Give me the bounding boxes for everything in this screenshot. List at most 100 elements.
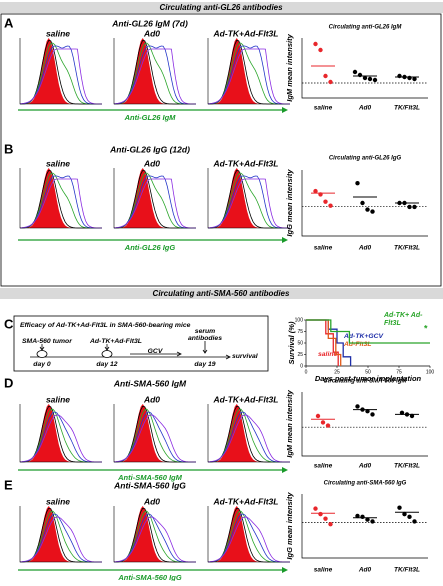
histogram-fill [208, 404, 290, 462]
y-axis-label: IgM mean intensity [285, 389, 294, 457]
legend-label: Ad-Flt3L [343, 341, 372, 348]
x-tick-label: TK/Flt3L [394, 567, 420, 574]
diagram-shapes [30, 341, 231, 360]
dot [397, 200, 402, 206]
x-tick-label: 50 [365, 369, 371, 375]
diagram-title: Efficacy of Ad-TK+Ad-Flt3L in SMA-560-be… [20, 322, 191, 329]
x-axis-label: Anti-GL26 IgG [124, 243, 176, 252]
panel-label: B [4, 141, 13, 156]
diagram-text: serum [195, 328, 215, 335]
histogram-fill [114, 506, 196, 562]
diagram-text: day 0 [33, 361, 51, 368]
dot [370, 412, 375, 417]
dot [328, 203, 333, 208]
x-axis-label: Anti-SMA-560 IgG [117, 573, 182, 581]
dot [370, 519, 375, 524]
plot-title: Circulating anti-GL26 IgG [329, 156, 402, 162]
dot [402, 200, 407, 206]
histogram-curve [113, 178, 196, 229]
dot [412, 76, 417, 82]
survival-line [306, 319, 430, 344]
header-bar [0, 2, 443, 13]
histogram-axes [207, 506, 290, 563]
group-label: saline [46, 496, 70, 506]
dot [370, 209, 375, 214]
dot [404, 412, 410, 417]
y-tick-label: 25 [297, 352, 303, 358]
y-axis-label: IgG mean intensity [285, 169, 294, 237]
dot [328, 521, 333, 527]
x-tick-label: 0 [305, 369, 308, 375]
panel-title: Anti-GL26 IgM (7d) [111, 18, 188, 28]
group-label: Ad-TK+Ad-Flt3L [213, 158, 279, 168]
dot [355, 404, 360, 409]
survival-line [306, 319, 339, 366]
histogram-curve [19, 414, 102, 463]
histogram-fill [208, 506, 290, 562]
diagram-box [13, 315, 269, 372]
panel-label: A [4, 15, 14, 30]
histogram-axes [113, 404, 196, 463]
x-tick-label: Ad0 [358, 105, 372, 112]
panel-title: Anti-SMA-560 IgG [113, 480, 186, 490]
legend-label: Ad-TK+GCV [343, 333, 385, 340]
y-axis-label: IgM mean intensity [285, 33, 294, 101]
histogram-fill [20, 404, 102, 462]
histogram-curve [113, 48, 196, 105]
x-axis-label: Anti-SMA-560 IgM [117, 473, 183, 482]
histogram-axes [113, 506, 196, 563]
dot [328, 79, 333, 85]
dot [355, 181, 360, 186]
group-label: Ad0 [143, 28, 160, 38]
legend-label: Ad-TK+ Ad-Flt3L [384, 312, 423, 327]
dot [409, 413, 415, 419]
histogram-axes [19, 404, 102, 463]
legend-label: saline [318, 351, 337, 358]
histogram-axes [207, 38, 290, 105]
dot [367, 76, 373, 82]
histogram-curve [207, 48, 290, 105]
dot [365, 517, 370, 522]
dot [402, 511, 407, 517]
x-arrow-head [282, 237, 288, 243]
histogram-curve [19, 516, 102, 563]
histogram-axes [113, 168, 196, 229]
x-tick-label: saline [314, 245, 333, 252]
x-tick-label: TK/Flt3L [394, 463, 420, 470]
diagram-text: SMA-560 tumor [22, 338, 72, 345]
group-label: Ad-TK+Ad-Flt3L [213, 394, 279, 404]
histogram-fill [208, 168, 290, 228]
histogram-axes [207, 404, 290, 463]
histogram-fill [20, 168, 102, 228]
annotation: * [424, 323, 428, 333]
histogram-curve [207, 414, 290, 463]
panel-title: Anti-SMA-560 IgM [113, 378, 187, 388]
histogram-curve [207, 178, 290, 229]
dot [323, 73, 328, 79]
group-label: Ad-TK+Ad-Flt3L [213, 28, 279, 38]
dot [365, 409, 370, 414]
panel-label: E [4, 477, 13, 492]
dot [318, 511, 323, 517]
dot [412, 204, 417, 210]
y-tick-label: 0 [300, 363, 303, 369]
dot [323, 199, 328, 204]
survival-line [306, 319, 342, 366]
diagram-text: day 12 [96, 361, 117, 368]
panel-label: C [4, 316, 14, 331]
x-tick-label: Ad0 [358, 463, 372, 470]
dot [313, 506, 318, 511]
dot [313, 188, 318, 194]
histogram-curve [19, 48, 102, 105]
x-tick-label: TK/Flt3L [394, 245, 420, 252]
plot-title: Circulating anti-GL26 IgM [329, 25, 403, 31]
dot [318, 47, 323, 53]
x-tick-label: Ad0 [358, 567, 372, 574]
x-tick-label: 75 [396, 369, 402, 375]
dot [412, 519, 417, 524]
histogram-axes [113, 38, 196, 105]
group-label: Ad0 [143, 394, 160, 404]
histogram-axes [207, 168, 290, 229]
histogram-fill [114, 168, 196, 228]
dot [360, 514, 365, 520]
